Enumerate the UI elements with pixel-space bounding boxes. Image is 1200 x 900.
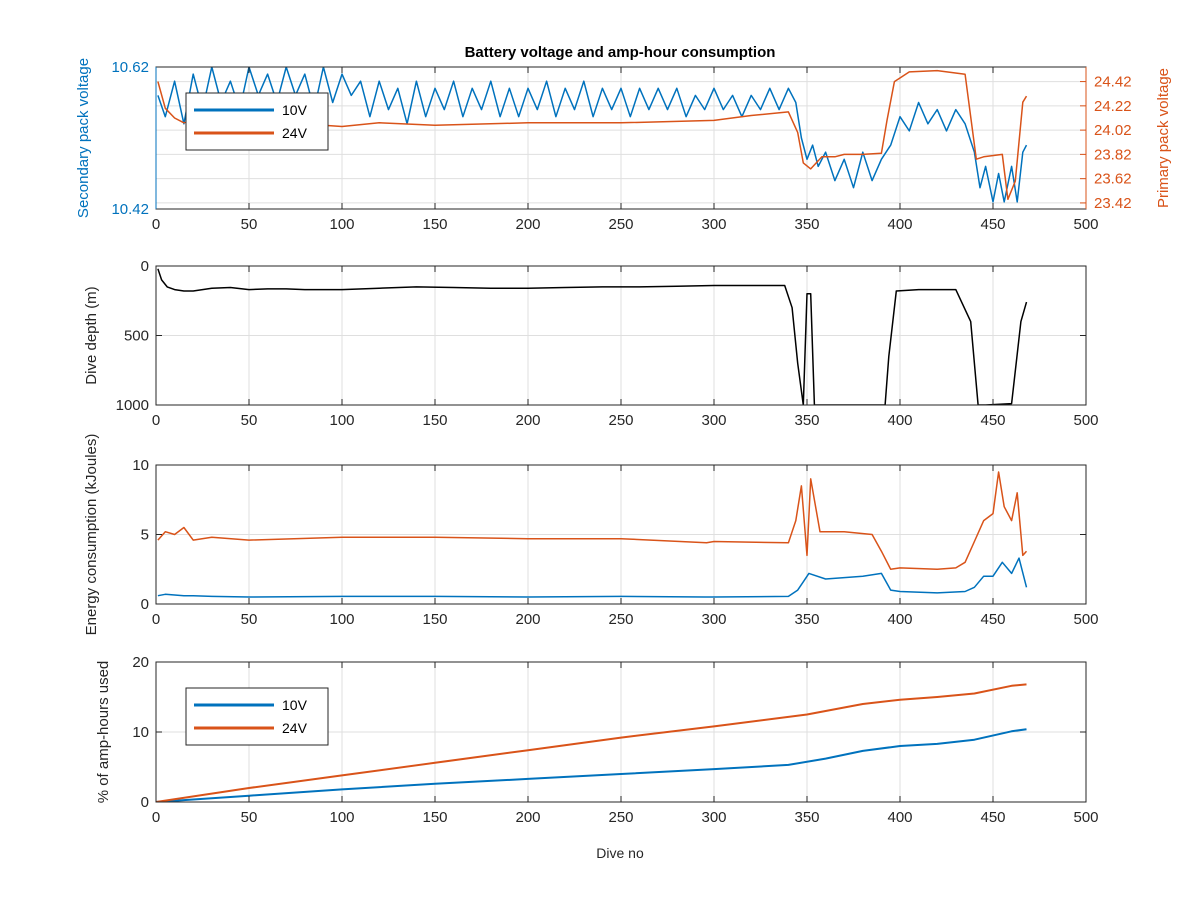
legend-label-24v: 24V <box>282 720 308 736</box>
series-line-10v <box>157 557 1028 598</box>
x-tick-label: 500 <box>1073 809 1098 826</box>
panel-3: 0 50 100 150 200 250 300 350 400 450 500 0 5 10 Energy… <box>83 434 1099 636</box>
series-line-depth <box>157 268 1028 405</box>
x-axis-label: Dive no <box>596 845 644 861</box>
y-tick-label-right: 23.62 <box>1094 171 1132 188</box>
x-tick-label: 450 <box>980 611 1005 628</box>
x-tick-label: 200 <box>515 216 540 233</box>
x-tick-label: 350 <box>794 809 819 826</box>
y-axis-label: Secondary pack voltage <box>75 58 92 218</box>
y-tick-label: 0 <box>141 258 149 275</box>
y-axis-label: % of amp-hours used <box>95 661 112 804</box>
x-tick-label: 150 <box>422 216 447 233</box>
y-tick-label-right: 23.42 <box>1094 195 1132 212</box>
x-tick-label: 500 <box>1073 216 1098 233</box>
x-tick-label: 300 <box>701 809 726 826</box>
x-tick-label: 300 <box>701 611 726 628</box>
x-tick-label: 0 <box>152 216 160 233</box>
x-tick-label: 200 <box>515 809 540 826</box>
y-tick-label: 10 <box>132 724 149 741</box>
x-tick-label: 200 <box>515 412 540 429</box>
y-tick-label-right: 24.42 <box>1094 74 1132 91</box>
x-tick-label: 150 <box>422 809 447 826</box>
x-tick-label: 400 <box>887 216 912 233</box>
x-tick-label: 100 <box>329 809 354 826</box>
y-tick-label-right: 24.22 <box>1094 98 1132 115</box>
legend-label-24v: 24V <box>282 125 308 141</box>
y-tick-label: 500 <box>124 328 149 345</box>
x-tick-label: 250 <box>608 611 633 628</box>
legend-box <box>185 687 329 746</box>
x-tick-label: 450 <box>980 216 1005 233</box>
y-tick-label: 5 <box>141 527 149 544</box>
x-tick-label: 50 <box>241 611 258 628</box>
x-tick-label: 0 <box>152 611 160 628</box>
x-tick-label: 150 <box>422 412 447 429</box>
x-tick-label: 50 <box>241 412 258 429</box>
panel-2: 0 50 100 150 200 250 300 350 400 450 500 0 500 1000 Di… <box>83 258 1099 429</box>
x-tick-label: 0 <box>152 809 160 826</box>
x-tick-label: 400 <box>887 412 912 429</box>
x-tick-label: 400 <box>887 809 912 826</box>
series-line-10v <box>157 67 1028 203</box>
x-tick-label: 250 <box>608 809 633 826</box>
y-tick-label: 10 <box>132 457 149 474</box>
x-tick-label: 300 <box>701 216 726 233</box>
panel-4: 0 50 100 150 200 250 300 350 400 450 500 0 10 20 % of … <box>95 654 1099 826</box>
y-tick-label: 0 <box>141 794 149 811</box>
y-tick-label-right: 23.82 <box>1094 146 1132 163</box>
x-tick-label: 50 <box>241 809 258 826</box>
y-tick-label: 10.62 <box>111 59 149 76</box>
x-tick-label: 100 <box>329 216 354 233</box>
x-tick-label: 150 <box>422 611 447 628</box>
x-tick-label: 350 <box>794 611 819 628</box>
x-tick-label: 300 <box>701 412 726 429</box>
x-tick-label: 500 <box>1073 412 1098 429</box>
x-tick-label: 0 <box>152 412 160 429</box>
x-tick-label: 100 <box>329 611 354 628</box>
x-tick-label: 250 <box>608 412 633 429</box>
y-tick-label: 10.42 <box>111 201 149 218</box>
y-tick-label: 0 <box>141 596 149 613</box>
y-axis-label: Energy consumption (kJoules) <box>83 434 100 636</box>
x-tick-label: 250 <box>608 216 633 233</box>
series-line-24v <box>156 683 1027 802</box>
legend-label-10v: 10V <box>282 697 308 713</box>
x-tick-label: 400 <box>887 611 912 628</box>
x-tick-label: 100 <box>329 412 354 429</box>
x-tick-label: 500 <box>1073 611 1098 628</box>
y-tick-label: 1000 <box>116 397 149 414</box>
y-tick-label-right: 24.02 <box>1094 122 1132 139</box>
x-tick-label: 200 <box>515 611 540 628</box>
figure-title: Battery voltage and amp-hour consumption <box>465 44 776 61</box>
series-line-10v <box>156 728 1027 802</box>
x-tick-label: 350 <box>794 216 819 233</box>
x-tick-label: 450 <box>980 809 1005 826</box>
legend-label-10v: 10V <box>282 102 308 118</box>
x-tick-label: 450 <box>980 412 1005 429</box>
y-axis-label: Dive depth (m) <box>83 286 100 384</box>
x-tick-label: 350 <box>794 412 819 429</box>
y-tick-label: 20 <box>132 654 149 671</box>
panel-1: 0 50 100 150 200 250 300 350 400 450 500 10.42 10.62… <box>75 58 1172 233</box>
y-axis-label-right: Primary pack voltage <box>1155 68 1172 208</box>
legend-box <box>185 92 329 151</box>
x-tick-label: 50 <box>241 216 258 233</box>
series-line-24v <box>157 471 1028 571</box>
